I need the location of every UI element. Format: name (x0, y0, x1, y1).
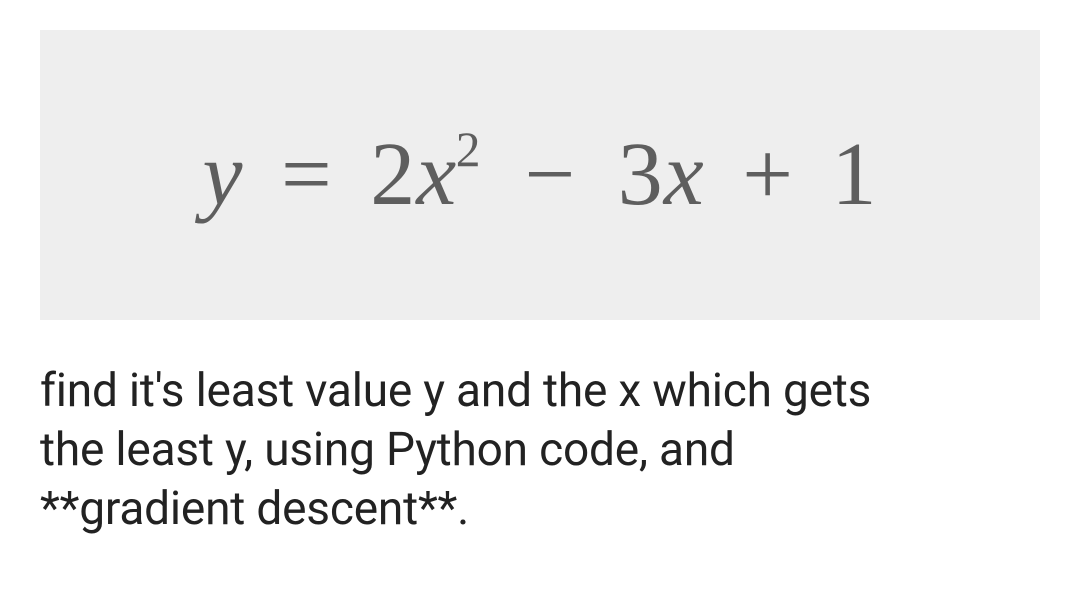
equation-block: y = 2x2 − 3x + 1 (40, 30, 1040, 320)
minus-sign: − (506, 125, 594, 224)
prompt-text: find it's least value y and the x which … (40, 362, 1030, 539)
prompt-line-3: **gradient descent**. (40, 482, 469, 536)
prompt-line-1: find it's least value y and the x which … (40, 364, 871, 418)
term1-exponent: 2 (456, 122, 482, 177)
term1-coeff: 2 (370, 125, 416, 224)
prompt-block: find it's least value y and the x which … (40, 362, 1040, 539)
lhs-variable: y (203, 125, 244, 224)
term2-coeff: 3 (618, 125, 664, 224)
plus-sign: + (728, 125, 808, 224)
prompt-line-2: the least y, using Python code, and (40, 423, 735, 477)
equation: y = 2x2 − 3x + 1 (203, 130, 878, 220)
term1-var: x (416, 125, 457, 224)
term2-var: x (664, 125, 705, 224)
term3: 1 (831, 125, 877, 224)
equals-sign: = (267, 125, 347, 224)
content-wrapper: y = 2x2 − 3x + 1 find it's least value y… (0, 0, 1080, 612)
